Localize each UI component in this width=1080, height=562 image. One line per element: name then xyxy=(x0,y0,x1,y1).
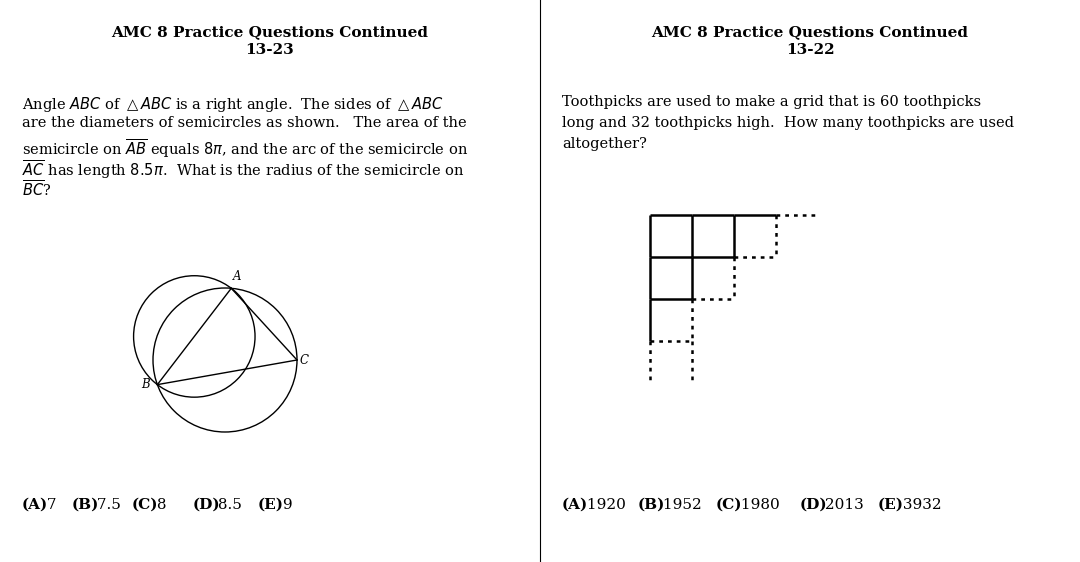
Text: (A): (A) xyxy=(562,498,589,512)
Text: (E): (E) xyxy=(258,498,284,512)
Text: altogether?: altogether? xyxy=(562,137,647,151)
Text: 9: 9 xyxy=(279,498,293,512)
Text: (D): (D) xyxy=(193,498,220,512)
Text: are the diameters of semicircles as shown.   The area of the: are the diameters of semicircles as show… xyxy=(22,116,467,130)
Text: (E): (E) xyxy=(878,498,904,512)
Text: C: C xyxy=(300,353,309,366)
Text: (B): (B) xyxy=(72,498,99,512)
Text: $\overline{BC}$?: $\overline{BC}$? xyxy=(22,179,51,199)
Text: Angle $ABC$ of $\triangle ABC$ is a right angle.  The sides of $\triangle ABC$: Angle $ABC$ of $\triangle ABC$ is a righ… xyxy=(22,95,444,114)
Text: 2013: 2013 xyxy=(821,498,864,512)
Text: 1980: 1980 xyxy=(737,498,780,512)
Text: AMC 8 Practice Questions Continued: AMC 8 Practice Questions Continued xyxy=(111,25,429,39)
Text: 13-23: 13-23 xyxy=(245,43,295,57)
Text: (B): (B) xyxy=(638,498,665,512)
Text: 8.5: 8.5 xyxy=(214,498,242,512)
Text: (C): (C) xyxy=(132,498,159,512)
Text: Toothpicks are used to make a grid that is 60 toothpicks: Toothpicks are used to make a grid that … xyxy=(562,95,981,109)
Text: (D): (D) xyxy=(800,498,827,512)
Text: 3932: 3932 xyxy=(899,498,942,512)
Text: 7: 7 xyxy=(42,498,57,512)
Text: 1920: 1920 xyxy=(582,498,626,512)
Text: A: A xyxy=(233,270,242,283)
Text: 7.5: 7.5 xyxy=(93,498,121,512)
Text: 8: 8 xyxy=(152,498,167,512)
Text: (A): (A) xyxy=(22,498,49,512)
Text: AMC 8 Practice Questions Continued: AMC 8 Practice Questions Continued xyxy=(651,25,969,39)
Text: long and 32 toothpicks high.  How many toothpicks are used: long and 32 toothpicks high. How many to… xyxy=(562,116,1014,130)
Text: B: B xyxy=(140,378,149,391)
Text: (C): (C) xyxy=(716,498,743,512)
Text: $\overline{AC}$ has length $8.5\pi$.  What is the radius of the semicircle on: $\overline{AC}$ has length $8.5\pi$. Wha… xyxy=(22,158,464,180)
Text: semicircle on $\overline{AB}$ equals $8\pi$, and the arc of the semicircle on: semicircle on $\overline{AB}$ equals $8\… xyxy=(22,137,468,160)
Text: 1952: 1952 xyxy=(659,498,702,512)
Text: 13-22: 13-22 xyxy=(785,43,835,57)
